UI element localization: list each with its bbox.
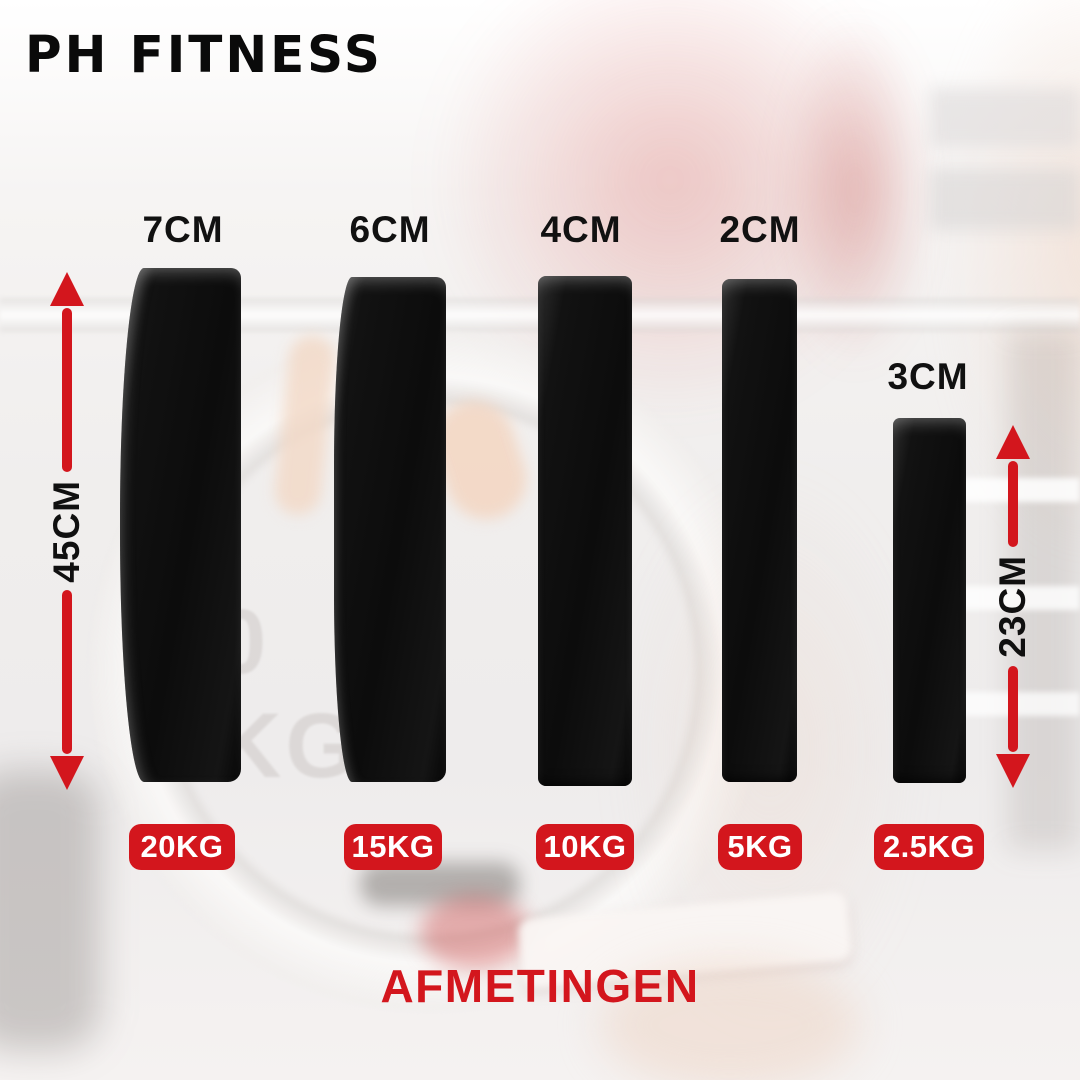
height-dimension-right: 23CM (992, 425, 1033, 789)
plate-thickness-label: 7CM (142, 209, 224, 250)
weight-badge: 20KG (129, 824, 235, 870)
plate-thickness-label: 2CM (719, 209, 801, 250)
background-window-band (930, 168, 1080, 230)
height-dimension-left: 45CM (46, 272, 87, 791)
weight-plate-15kg (334, 277, 446, 782)
background-shorts-shade (780, 10, 930, 370)
plate-thickness-label: 4CM (540, 209, 622, 250)
weight-badge: 10KG (536, 824, 634, 870)
plate-thickness-label: 6CM (349, 209, 431, 250)
background-shorts-shape (430, 0, 910, 420)
weight-badge: 5KG (718, 824, 802, 870)
dimension-line (62, 590, 72, 755)
height-value-label: 45CM (46, 479, 87, 583)
arrow-up-icon (50, 272, 84, 306)
dimension-line (1008, 461, 1018, 548)
background-window-band (930, 88, 1080, 148)
dimension-line (62, 308, 72, 472)
dimension-line (1008, 665, 1018, 753)
weight-plate-20kg (120, 268, 241, 782)
weight-plate-2-5kg (893, 418, 966, 783)
height-value-label: 23CM (992, 555, 1033, 658)
weight-plate-10kg (538, 276, 632, 786)
arrow-down-icon (996, 754, 1030, 789)
background-hand-shape (272, 333, 338, 517)
page-title: AFMETINGEN (380, 960, 700, 1012)
brand-logo: PH FITNESS (25, 26, 383, 85)
weight-badge: 15KG (344, 824, 442, 870)
plate-thickness-label: 3CM (887, 356, 969, 397)
arrow-up-icon (996, 425, 1030, 459)
weight-badge: 2.5KG (874, 824, 984, 870)
weight-plate-5kg (722, 279, 797, 782)
arrow-down-icon (50, 756, 84, 791)
